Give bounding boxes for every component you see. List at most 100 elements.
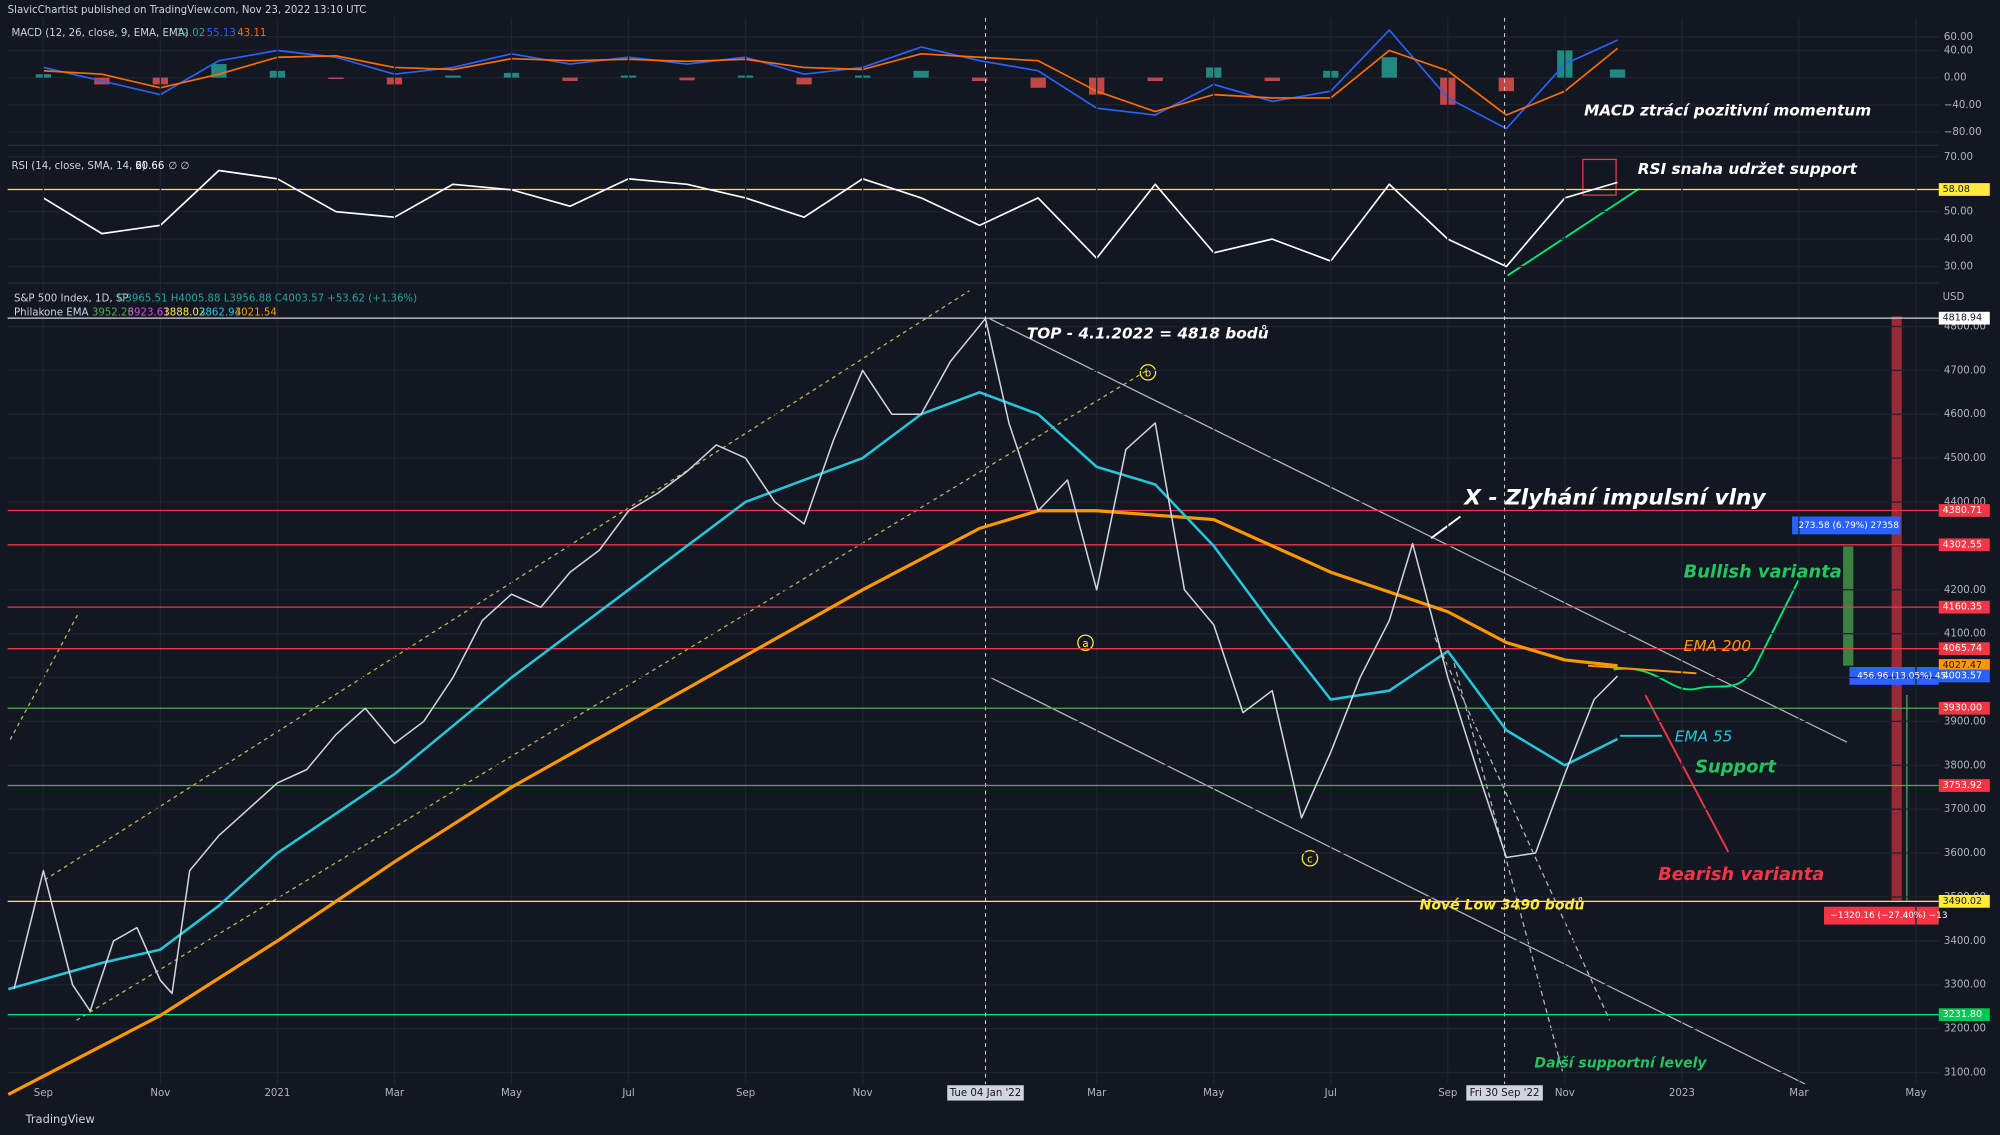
- trend-line: [1453, 662, 1564, 1072]
- rsi-annotation: RSI snaha udržet support: [1638, 160, 1858, 178]
- level-tag-label: 4065.74: [1943, 643, 1982, 654]
- measure-box: [1792, 516, 1901, 535]
- wave-marker: [1301, 849, 1319, 867]
- series-line: [7, 391, 1619, 991]
- y-tick-label: 4400.00: [1944, 497, 1986, 508]
- x-tick-label: Sep: [1438, 1088, 1457, 1099]
- channel-line: [76, 369, 1149, 1021]
- histogram-bar: [328, 77, 344, 79]
- wave-label: a: [1082, 639, 1088, 650]
- channel-line: [44, 290, 970, 881]
- level-tag-label: 4027.47: [1943, 660, 1982, 671]
- level-tag: [1938, 701, 1990, 715]
- level-tag: [1938, 642, 1990, 656]
- macd-signal-value: 43.11: [237, 28, 266, 39]
- macd-hist-value: 12.02: [176, 28, 205, 39]
- level-tag: [1938, 538, 1990, 552]
- ema200-arrow: [1587, 664, 1697, 675]
- y-tick-label: 50.00: [1944, 207, 1973, 218]
- y-tick-label: 0.00: [1944, 73, 1967, 84]
- annotation: Nové Low 3490 bodů: [1420, 896, 1585, 913]
- x-tick-label: Sep: [34, 1088, 53, 1099]
- level-tag: [1938, 1008, 1990, 1022]
- level-tag-label: 3930.00: [1943, 703, 1982, 714]
- y-tick-label: −40.00: [1944, 100, 1982, 111]
- histogram-bar: [1609, 69, 1626, 78]
- y-tick-label: 4500.00: [1944, 453, 1986, 464]
- histogram-bar: [1147, 77, 1163, 82]
- channel-line: [9, 611, 80, 740]
- series-line: [43, 47, 1618, 116]
- level-tag: [1938, 659, 1990, 672]
- price-title: S&P 500 Index, 1D, SP: [14, 293, 128, 304]
- macd-value: 55.13: [207, 28, 236, 39]
- x-tick-label: 2021: [264, 1088, 290, 1099]
- histogram-bar: [679, 77, 695, 81]
- annotation: Support: [1695, 757, 1777, 778]
- histogram-bar: [796, 77, 812, 85]
- level-tag-label: 3231.80: [1943, 1009, 1982, 1020]
- wave-marker: [1077, 634, 1094, 652]
- y-tick-label: 4700.00: [1944, 365, 1986, 376]
- x-tick-label: Nov: [853, 1088, 873, 1099]
- x-tick-label: 2023: [1669, 1088, 1695, 1099]
- histogram-bar: [211, 64, 227, 78]
- wave-label: c: [1307, 855, 1313, 866]
- level-tag-label: 4003.57: [1943, 670, 1982, 681]
- histogram-bar: [1381, 57, 1397, 78]
- x-tick-label: May: [1203, 1088, 1224, 1099]
- ema-legend-value: 3862.93: [199, 307, 241, 318]
- measure-label: 273.58 (6.79%) 27358: [1798, 521, 1899, 531]
- level-tag-label: 4160.35: [1943, 602, 1982, 613]
- histogram-bar: [562, 77, 578, 82]
- y-tick-label: 3400.00: [1944, 936, 1986, 947]
- x-tick-highlight: [947, 1085, 1024, 1101]
- level-tag-label: 4818.94: [1943, 313, 1982, 324]
- y-tick-label: 3100.00: [1944, 1067, 1986, 1078]
- y-tick-label: 40.00: [1944, 234, 1973, 245]
- histogram-bar: [1498, 77, 1514, 92]
- level-tag-label: 58.08: [1943, 184, 1970, 195]
- y-tick-label: −80.00: [1944, 127, 1982, 138]
- publisher: SlavicChartist published on TradingView.…: [8, 5, 367, 16]
- measure-label: −1320.16 (−27.40%) −13: [1830, 911, 1947, 921]
- support-arrow: [1507, 187, 1640, 277]
- annotation: EMA 200: [1684, 637, 1751, 655]
- y-tick-label: 70.00: [1944, 152, 1973, 163]
- level-tag-label: 3490.02: [1943, 896, 1982, 907]
- range-bar: [1891, 316, 1902, 901]
- annotation: Další supportní levely: [1534, 1056, 1707, 1072]
- ema-legend-title: Philakone EMA: [14, 307, 88, 318]
- level-tag: [1938, 600, 1990, 614]
- wave-label: b: [1145, 369, 1151, 380]
- y-tick-label: 40.00: [1944, 45, 1973, 56]
- x-tick-label: Mar: [385, 1088, 405, 1099]
- trend-line: [989, 318, 1848, 743]
- highlight-box: [1582, 158, 1617, 196]
- x-tick-label: Nov: [1555, 1088, 1575, 1099]
- y-tick-label: 4200.00: [1944, 585, 1986, 596]
- x-tick-label: May: [501, 1088, 522, 1099]
- drawings: [7, 144, 1939, 1085]
- histogram-bar: [913, 70, 929, 78]
- series-line: [42, 169, 1618, 268]
- x-tick-highlight: [1466, 1085, 1543, 1101]
- x-tick-label: Jul: [621, 1088, 634, 1099]
- bullish-path: [1613, 579, 1800, 691]
- x-tick-label: Tue 04 Jan '22: [949, 1088, 1022, 1099]
- x-tick-label: May: [1905, 1088, 1926, 1099]
- measure-label: 456.96 (13.05%) 45: [1857, 671, 1946, 681]
- x-tick-label: Nov: [150, 1088, 170, 1099]
- ema-legend-value: 3952.26: [92, 307, 134, 318]
- x-tick-label: Sep: [736, 1088, 755, 1099]
- series-line: [13, 317, 1619, 1012]
- unit: USD: [1943, 292, 1965, 303]
- macd-title: MACD (12, 26, close, 9, EMA, EMA): [11, 28, 188, 39]
- annotations: SlavicChartist published on TradingView.…: [8, 5, 1965, 1126]
- level-tag: [1938, 779, 1990, 792]
- annotation: Bearish varianta: [1658, 864, 1824, 885]
- y-tick-label: 4800.00: [1944, 321, 1986, 332]
- y-tick-label: 3200.00: [1944, 1024, 1986, 1035]
- y-tick-label: 3700.00: [1944, 804, 1986, 815]
